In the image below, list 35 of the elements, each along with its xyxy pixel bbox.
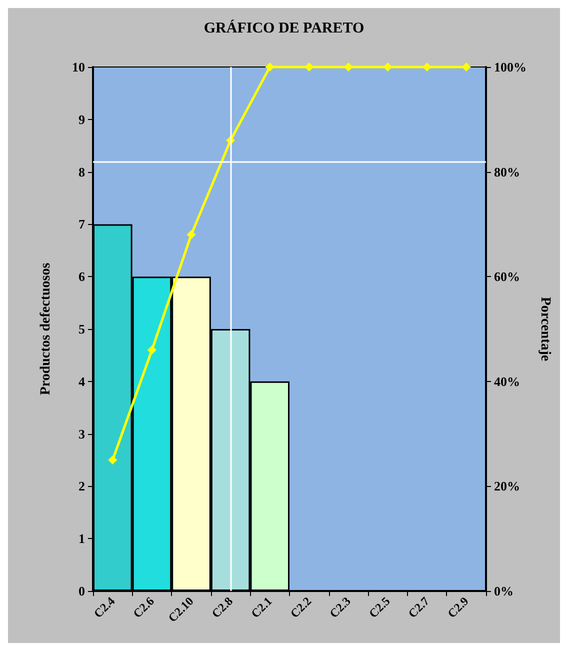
y2-tick-label: 80% — [494, 164, 520, 180]
x-tick-label: C2.3 — [326, 594, 354, 621]
y2-axis-title: Porcentaje — [538, 296, 552, 362]
y-tick-label: 7 — [78, 216, 86, 232]
y2-tick-label: 20% — [494, 478, 520, 494]
y2-tick-label: 60% — [494, 269, 520, 284]
y-tick-label: 1 — [78, 531, 85, 546]
chart-title: GRÁFICO DE PARETO — [204, 20, 364, 36]
point — [108, 456, 118, 464]
y2-tick-label: 100% — [494, 60, 526, 74]
y-tick-label: 8 — [78, 164, 86, 180]
point — [265, 62, 274, 72]
y-tick-label: 0 — [78, 584, 85, 598]
y-tick-label: 10 — [72, 60, 85, 74]
point — [383, 62, 392, 72]
x-tick-label: C2.8 — [208, 594, 236, 621]
y-tick-label: 5 — [78, 322, 86, 336]
y-tick-label: 2 — [78, 478, 85, 494]
x-tick-label: C2.4 — [90, 594, 118, 621]
y-tick-label: 9 — [78, 112, 86, 127]
y2-tick-label: 0% — [494, 584, 514, 598]
point — [462, 62, 471, 72]
x-tick-label: C2.2 — [287, 594, 314, 621]
x-tick-label: C2.6 — [130, 594, 157, 621]
point — [304, 62, 314, 72]
x-tick-label: C2.1 — [248, 594, 275, 621]
point — [147, 345, 156, 354]
y2-tick-label: 40% — [494, 374, 520, 389]
x-tick-label: C2.9 — [444, 594, 472, 621]
y-axis-title: Productos defectuosos — [38, 262, 54, 396]
y-tick-label: 6 — [78, 269, 86, 284]
x-tick-label: C2.5 — [366, 594, 393, 621]
point — [186, 230, 196, 240]
y-tick-label: 3 — [78, 426, 86, 442]
y-tick-label: 4 — [78, 374, 86, 389]
